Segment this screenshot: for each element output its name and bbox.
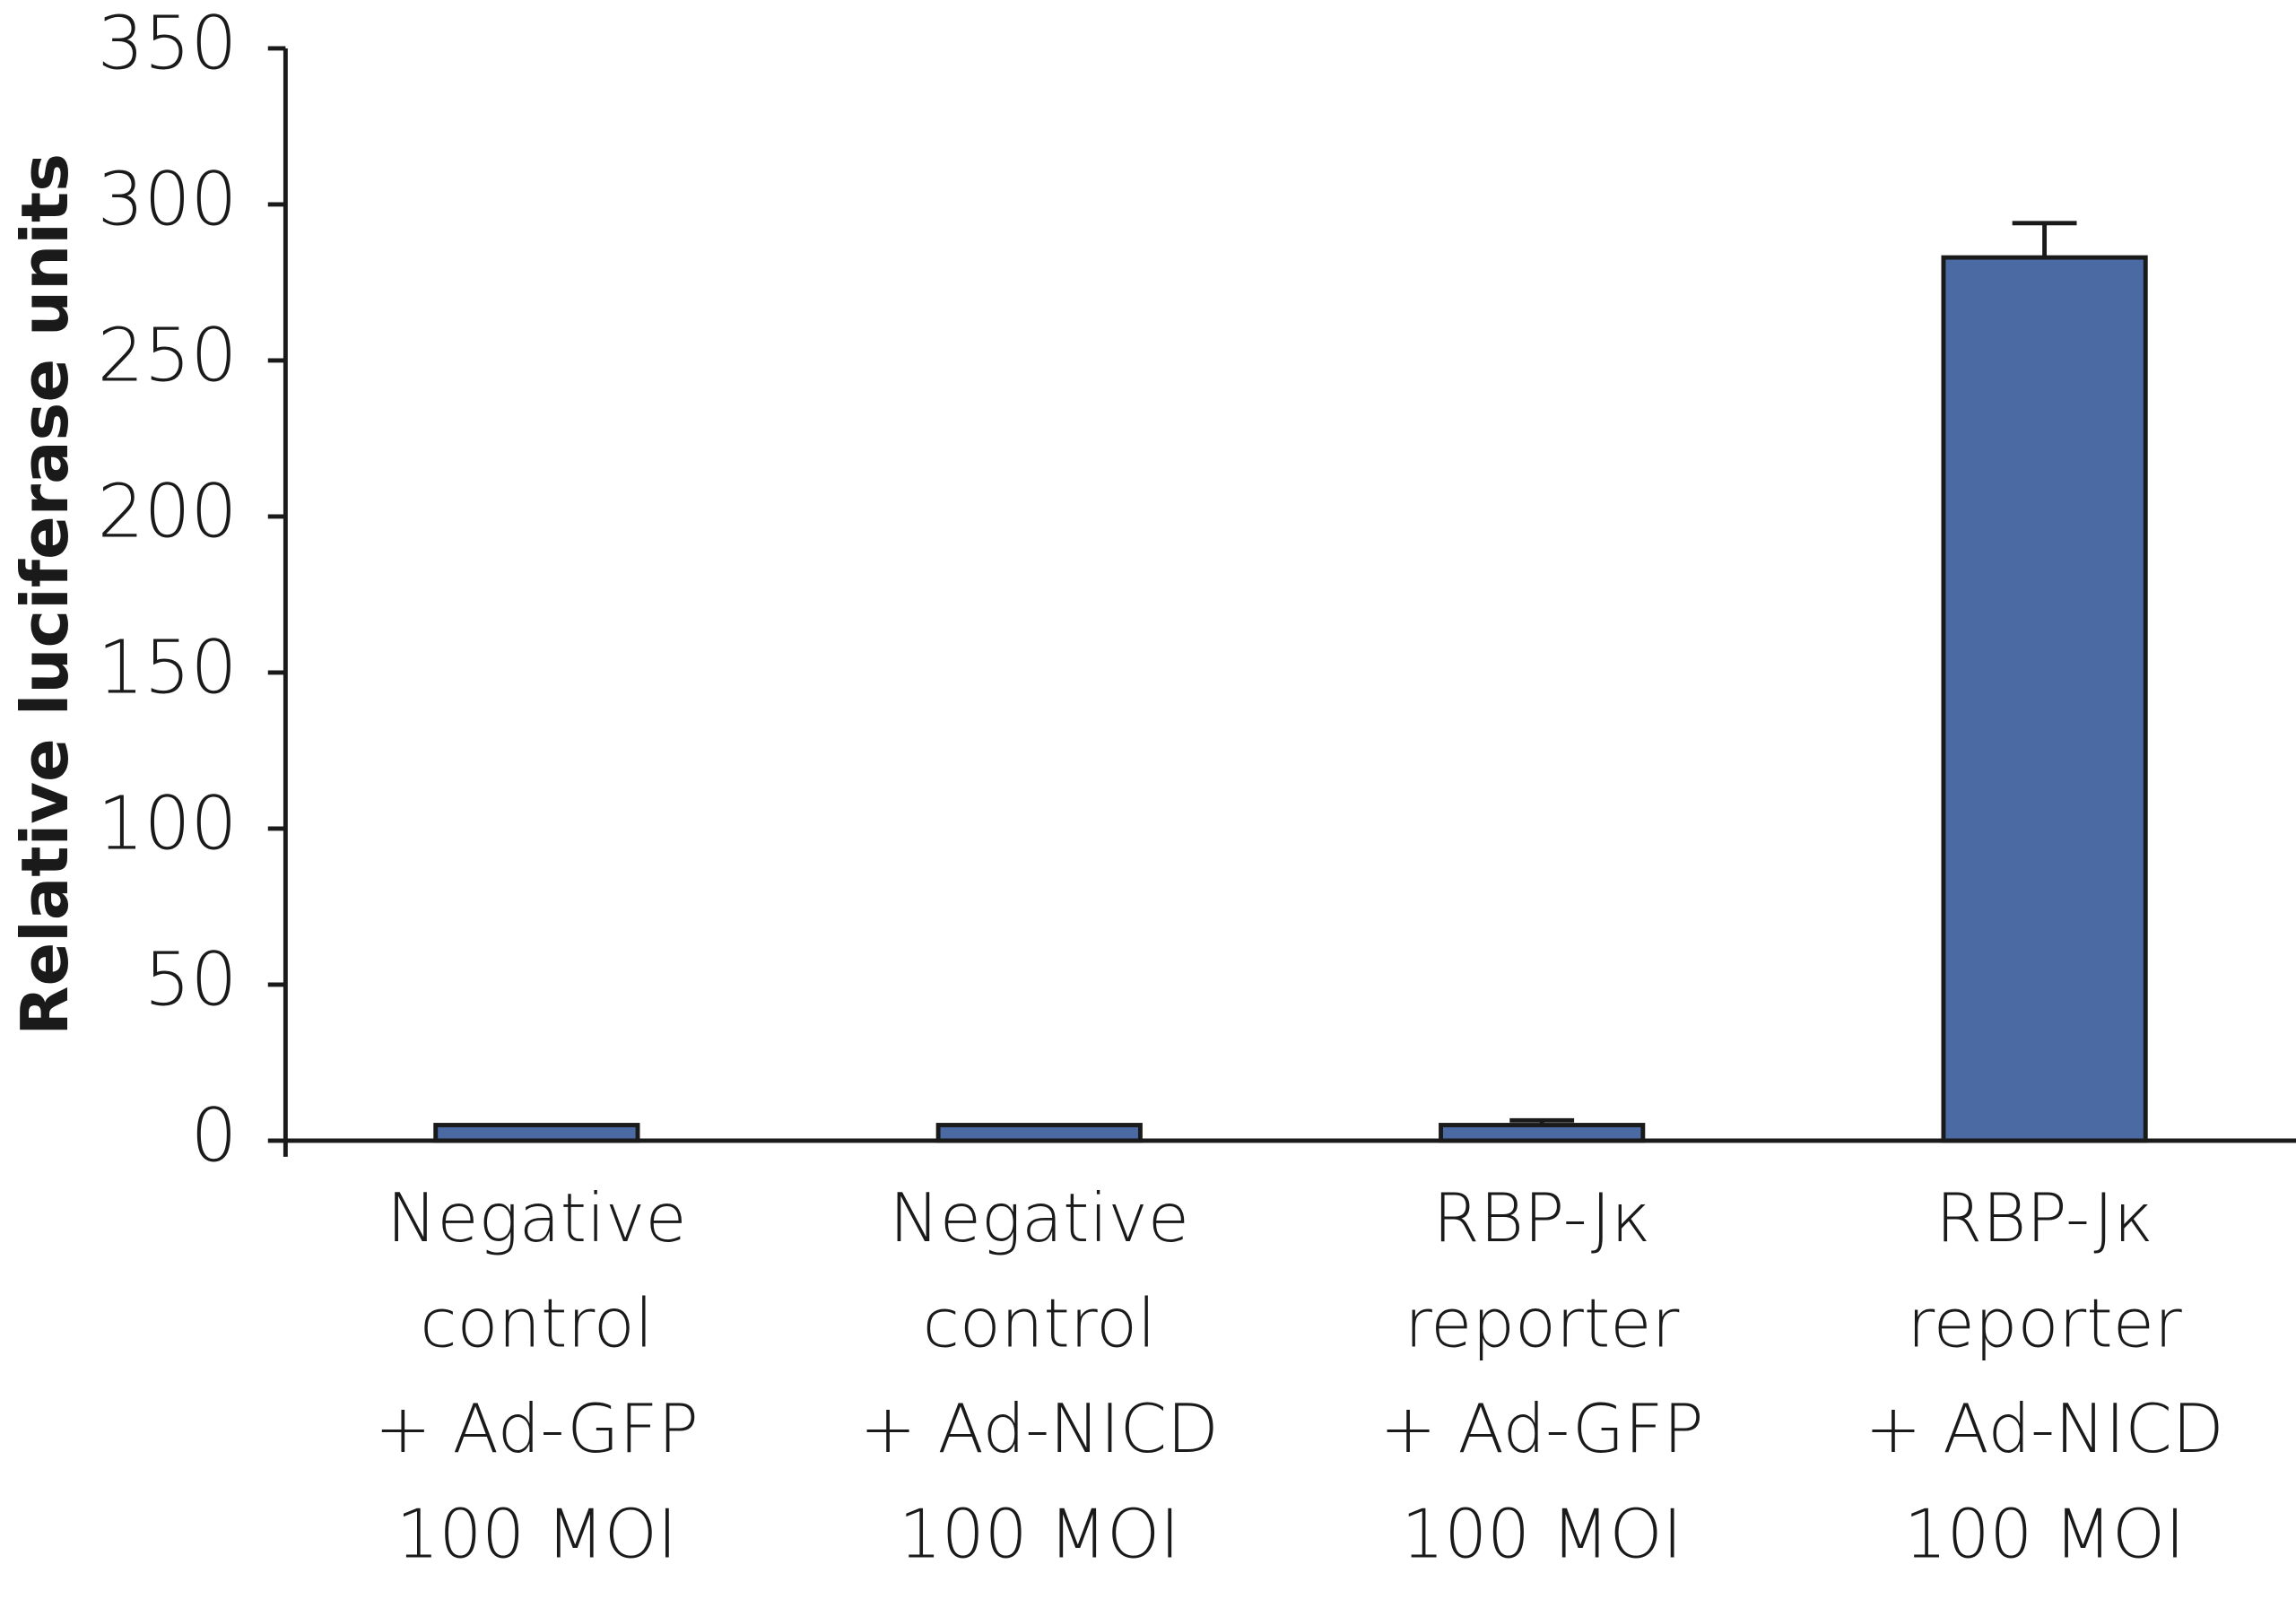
y-tick-label: 350 (98, 1, 238, 86)
x-tick-label: + Ad-NICD (1865, 1389, 2223, 1468)
x-tick-label: RBP-Jκ (1433, 1178, 1651, 1257)
x-tick-label: 100 MOI (396, 1494, 677, 1573)
y-tick-label: 100 (98, 781, 238, 866)
y-tick-label: 250 (98, 313, 238, 398)
x-tick-label: 100 MOI (899, 1494, 1179, 1573)
bar (433, 1123, 640, 1143)
x-tick-label: RBP-Jκ (1935, 1178, 2153, 1257)
error-bar (2012, 221, 2077, 258)
x-tick-label: + Ad-GFP (1380, 1389, 1704, 1468)
x-tick-label: + Ad-NICD (860, 1389, 1219, 1468)
y-tick-label: 0 (191, 1093, 238, 1178)
y-tick-label: 300 (98, 157, 238, 242)
x-tick-label: control (420, 1283, 653, 1362)
y-tick-label: 50 (144, 937, 238, 1022)
x-tick-label: reporter (1907, 1283, 2182, 1362)
y-tick-label: 200 (98, 469, 238, 554)
x-tick-label: Negative (387, 1178, 686, 1257)
error-bar (1509, 1117, 1575, 1125)
x-tick-label: + Ad-GFP (375, 1389, 699, 1468)
y-axis-label: Relative luciferase units (7, 153, 83, 1036)
bar (1439, 1123, 1646, 1143)
bar (935, 1123, 1143, 1143)
x-tick-label: 100 MOI (1402, 1494, 1683, 1573)
y-tick-label: 150 (98, 625, 238, 710)
bar (1941, 255, 2148, 1143)
x-tick-label: control (923, 1283, 1156, 1362)
x-tick-label: 100 MOI (1904, 1494, 2185, 1573)
x-tick-label: reporter (1405, 1283, 1680, 1362)
x-tick-label: Negative (890, 1178, 1189, 1257)
